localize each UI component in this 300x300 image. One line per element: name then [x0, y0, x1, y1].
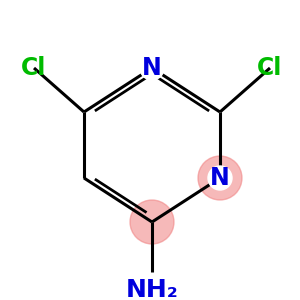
Text: N: N: [210, 166, 230, 190]
Circle shape: [208, 166, 232, 190]
Text: NH₂: NH₂: [126, 278, 178, 300]
Text: Cl: Cl: [257, 56, 283, 80]
Text: N: N: [142, 56, 162, 80]
Text: Cl: Cl: [21, 56, 47, 80]
Circle shape: [198, 156, 242, 200]
Circle shape: [130, 200, 174, 244]
Circle shape: [140, 56, 164, 80]
